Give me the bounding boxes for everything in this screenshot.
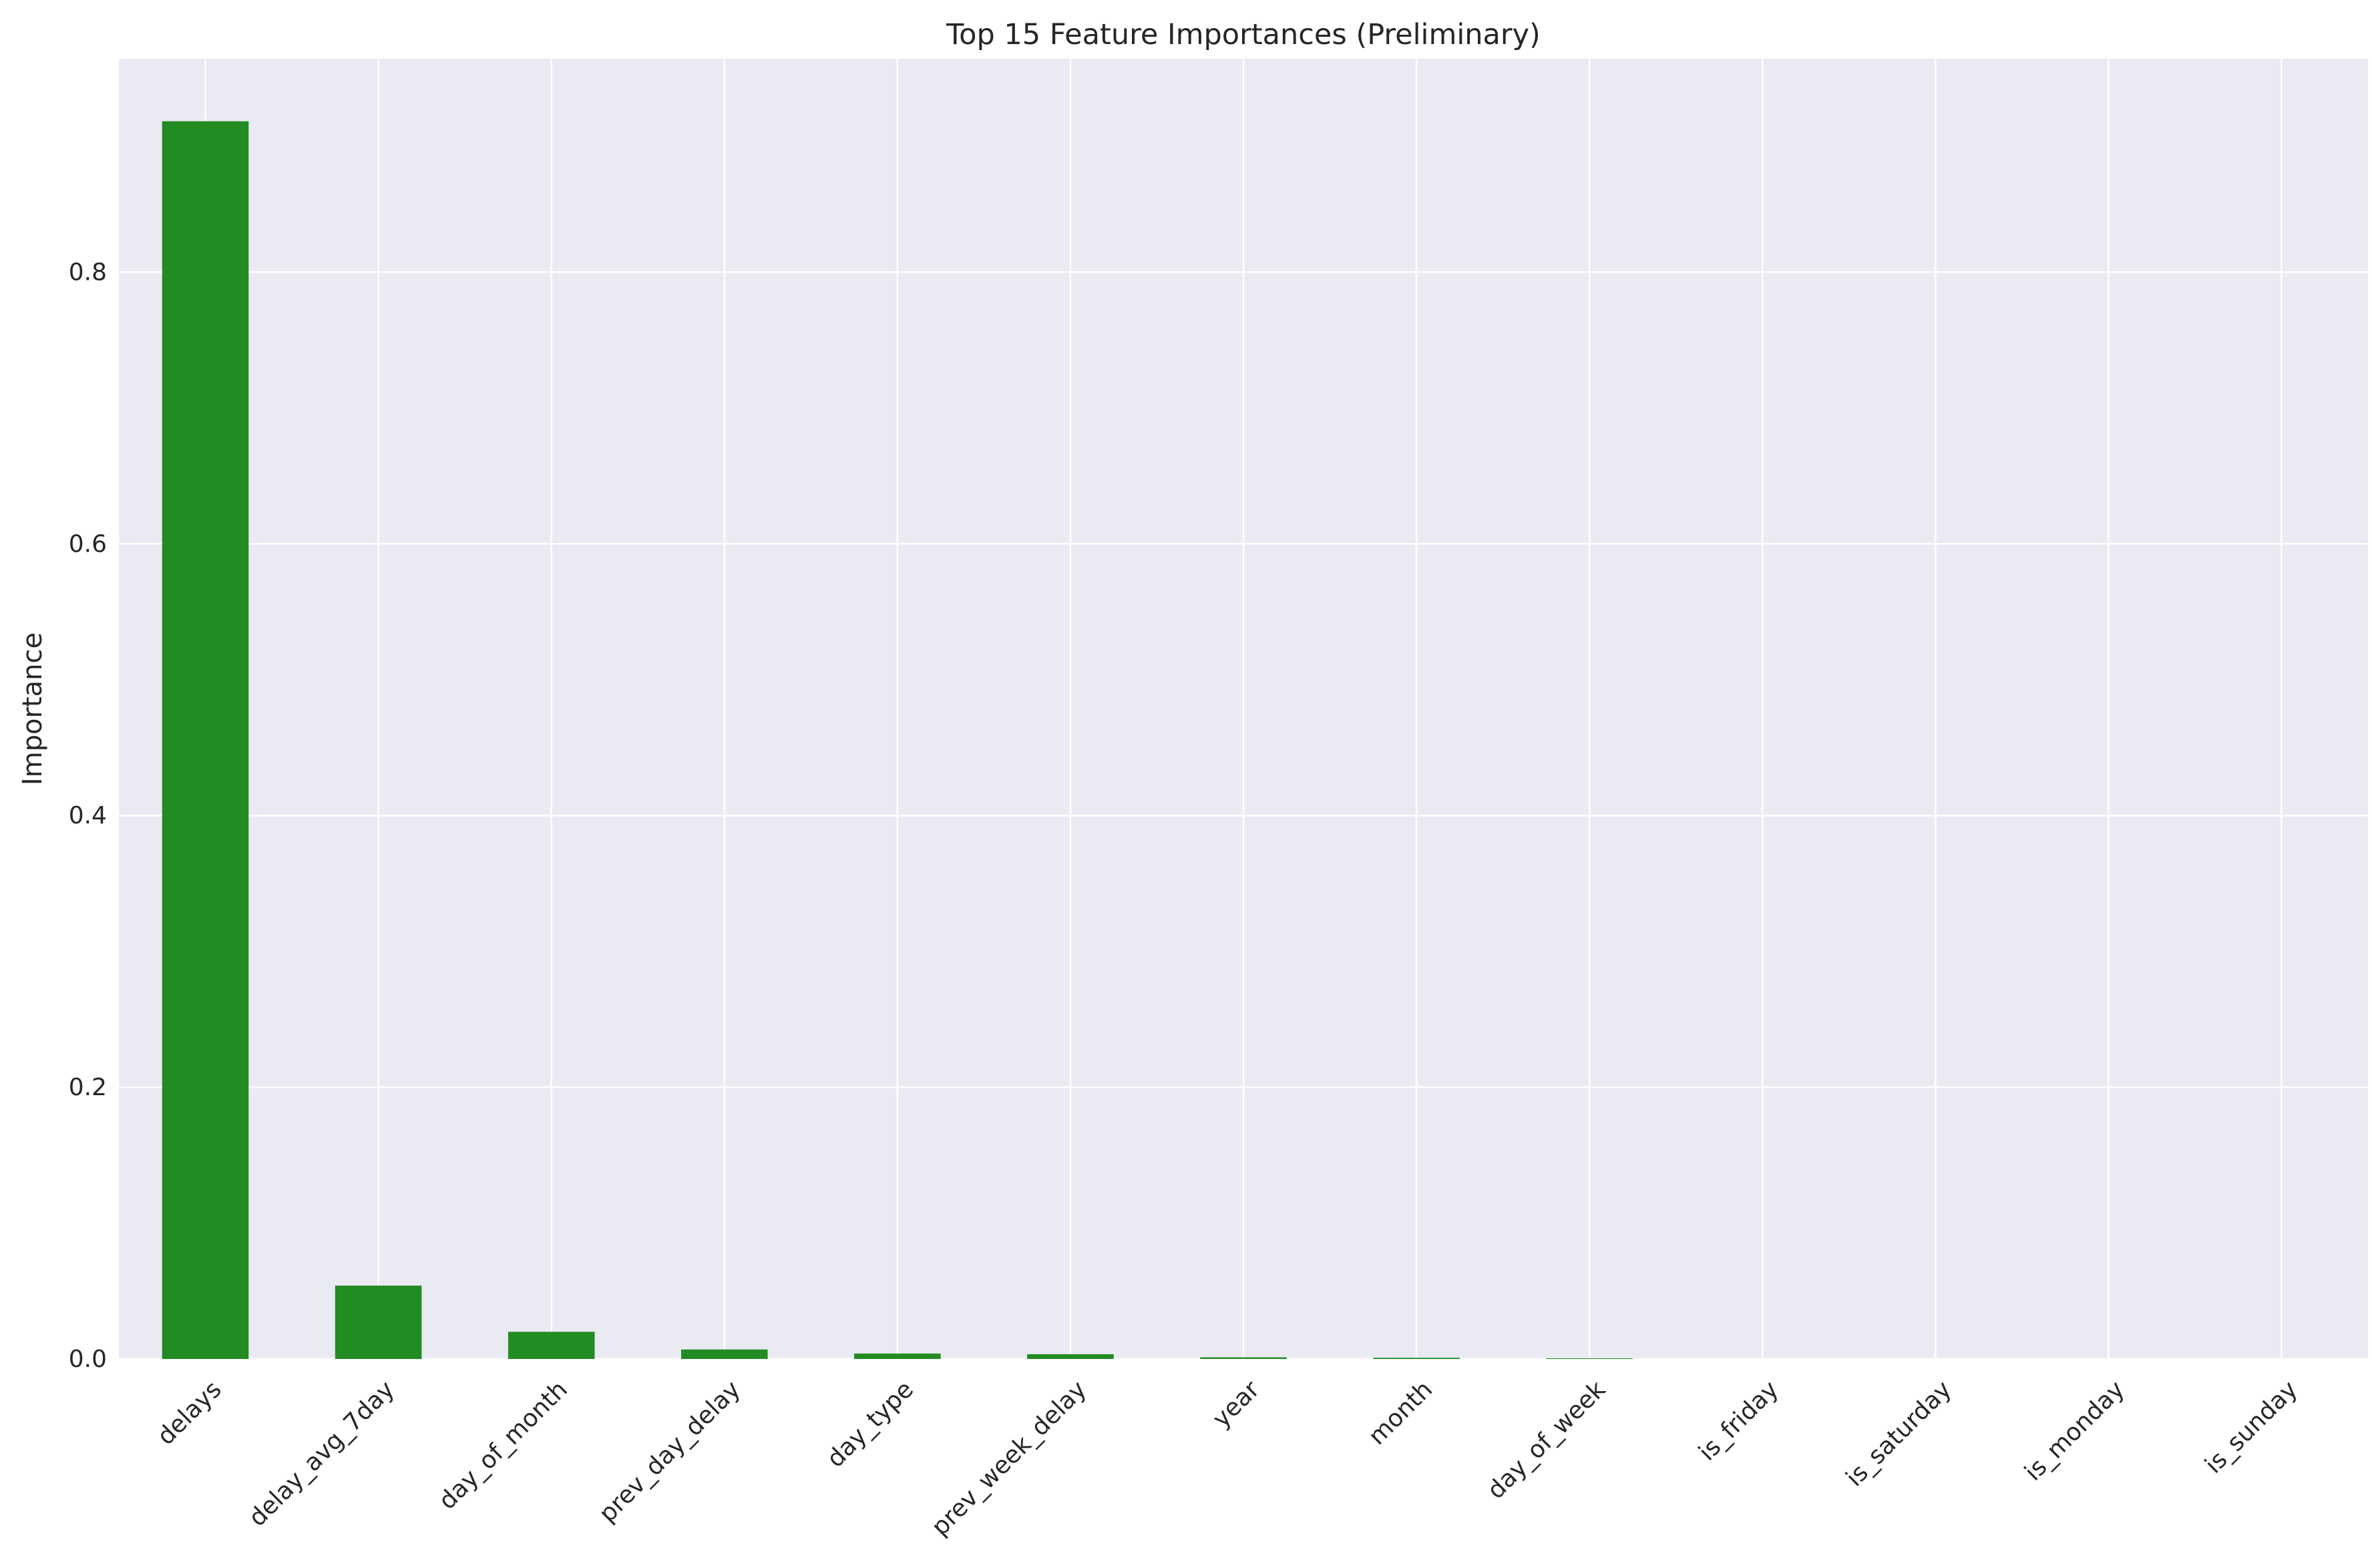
y-tick-label: 0.8 xyxy=(69,258,107,286)
x-tick-label: year xyxy=(1207,1376,1265,1433)
x-tick-label: day_type xyxy=(822,1376,919,1473)
y-tick-label: 0.0 xyxy=(69,1346,107,1373)
y-axis-ticks: 0.0 0.2 0.4 0.6 0.8 xyxy=(69,258,107,1373)
x-tick-label: prev_day_delay xyxy=(594,1376,746,1528)
bar-delays xyxy=(162,121,249,1360)
y-tick-label: 0.6 xyxy=(69,530,107,558)
x-tick-label: delay_avg_7day xyxy=(244,1376,400,1532)
x-tick-label: is_saturday xyxy=(1841,1376,1957,1492)
y-tick-label: 0.4 xyxy=(69,802,107,829)
bar-year xyxy=(1200,1357,1287,1359)
x-tick-label: day_of_week xyxy=(1482,1376,1611,1505)
bar-day-of-week xyxy=(1546,1358,1633,1359)
bar-prev-week-delay xyxy=(1027,1354,1114,1359)
bar-delay-avg-7day xyxy=(335,1286,422,1359)
x-tick-label: month xyxy=(1364,1376,1438,1450)
x-tick-label: delays xyxy=(152,1376,227,1450)
bar-prev-day-delay xyxy=(681,1349,768,1359)
y-axis-title: Importance xyxy=(17,632,48,785)
chart-title: Top 15 Feature Importances (Preliminary) xyxy=(946,18,1541,51)
x-tick-label: is_sunday xyxy=(2200,1376,2303,1479)
x-tick-label: is_friday xyxy=(1694,1376,1784,1466)
grid-lines xyxy=(119,59,2368,1360)
x-tick-label: is_monday xyxy=(2019,1376,2130,1486)
bars xyxy=(162,121,1633,1360)
x-tick-label: prev_week_delay xyxy=(926,1376,1092,1541)
bar-day-type xyxy=(854,1353,941,1359)
x-tick-label: day_of_month xyxy=(433,1376,572,1515)
x-axis-ticks: delays delay_avg_7day day_of_month prev_day… xyxy=(152,1376,2303,1541)
bar-month xyxy=(1373,1358,1460,1359)
bar-day-of-month xyxy=(508,1332,595,1359)
y-tick-label: 0.2 xyxy=(69,1074,107,1101)
